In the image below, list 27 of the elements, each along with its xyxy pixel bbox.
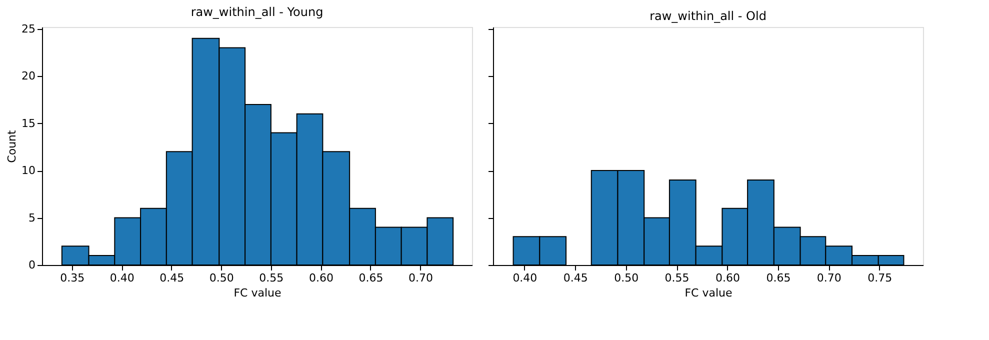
x-tick-label: 0.40 — [110, 272, 134, 284]
x-tick-label: 0.45 — [563, 272, 588, 284]
x-axis-title: FC value — [234, 286, 282, 300]
x-tick-label: 0.60 — [308, 272, 334, 284]
y-tick-label: 0 — [28, 258, 36, 272]
y-tick-label: 20 — [22, 70, 36, 83]
x-axis-title: FC value — [684, 286, 732, 300]
x-tick-label: 0.70 — [816, 272, 842, 284]
x-tick-label: 0.45 — [160, 272, 184, 284]
x-tick-label: 0.65 — [766, 272, 791, 284]
x-tick-label: 0.55 — [664, 272, 690, 284]
y-axis-title: Count — [6, 129, 19, 163]
x-tick-label: 0.40 — [512, 272, 538, 284]
chart-title: raw_within_all - Young — [190, 4, 324, 19]
y-tick-label: 10 — [22, 164, 36, 178]
y-tick-label: 15 — [22, 116, 36, 130]
x-tick-label: 0.75 — [868, 272, 892, 284]
x-tick-label: 0.50 — [614, 272, 639, 284]
x-tick-label: 0.60 — [716, 272, 740, 284]
y-tick-label: 5 — [28, 211, 36, 224]
x-tick-label: 0.55 — [259, 272, 284, 284]
x-tick-label: 0.50 — [209, 272, 234, 284]
x-tick-label: 0.35 — [60, 272, 85, 284]
x-tick-label: 0.70 — [408, 272, 433, 284]
y-tick-label: 25 — [22, 22, 36, 36]
x-tick-label: 0.65 — [358, 272, 384, 284]
chart-title: raw_within_all - Old — [650, 9, 766, 23]
